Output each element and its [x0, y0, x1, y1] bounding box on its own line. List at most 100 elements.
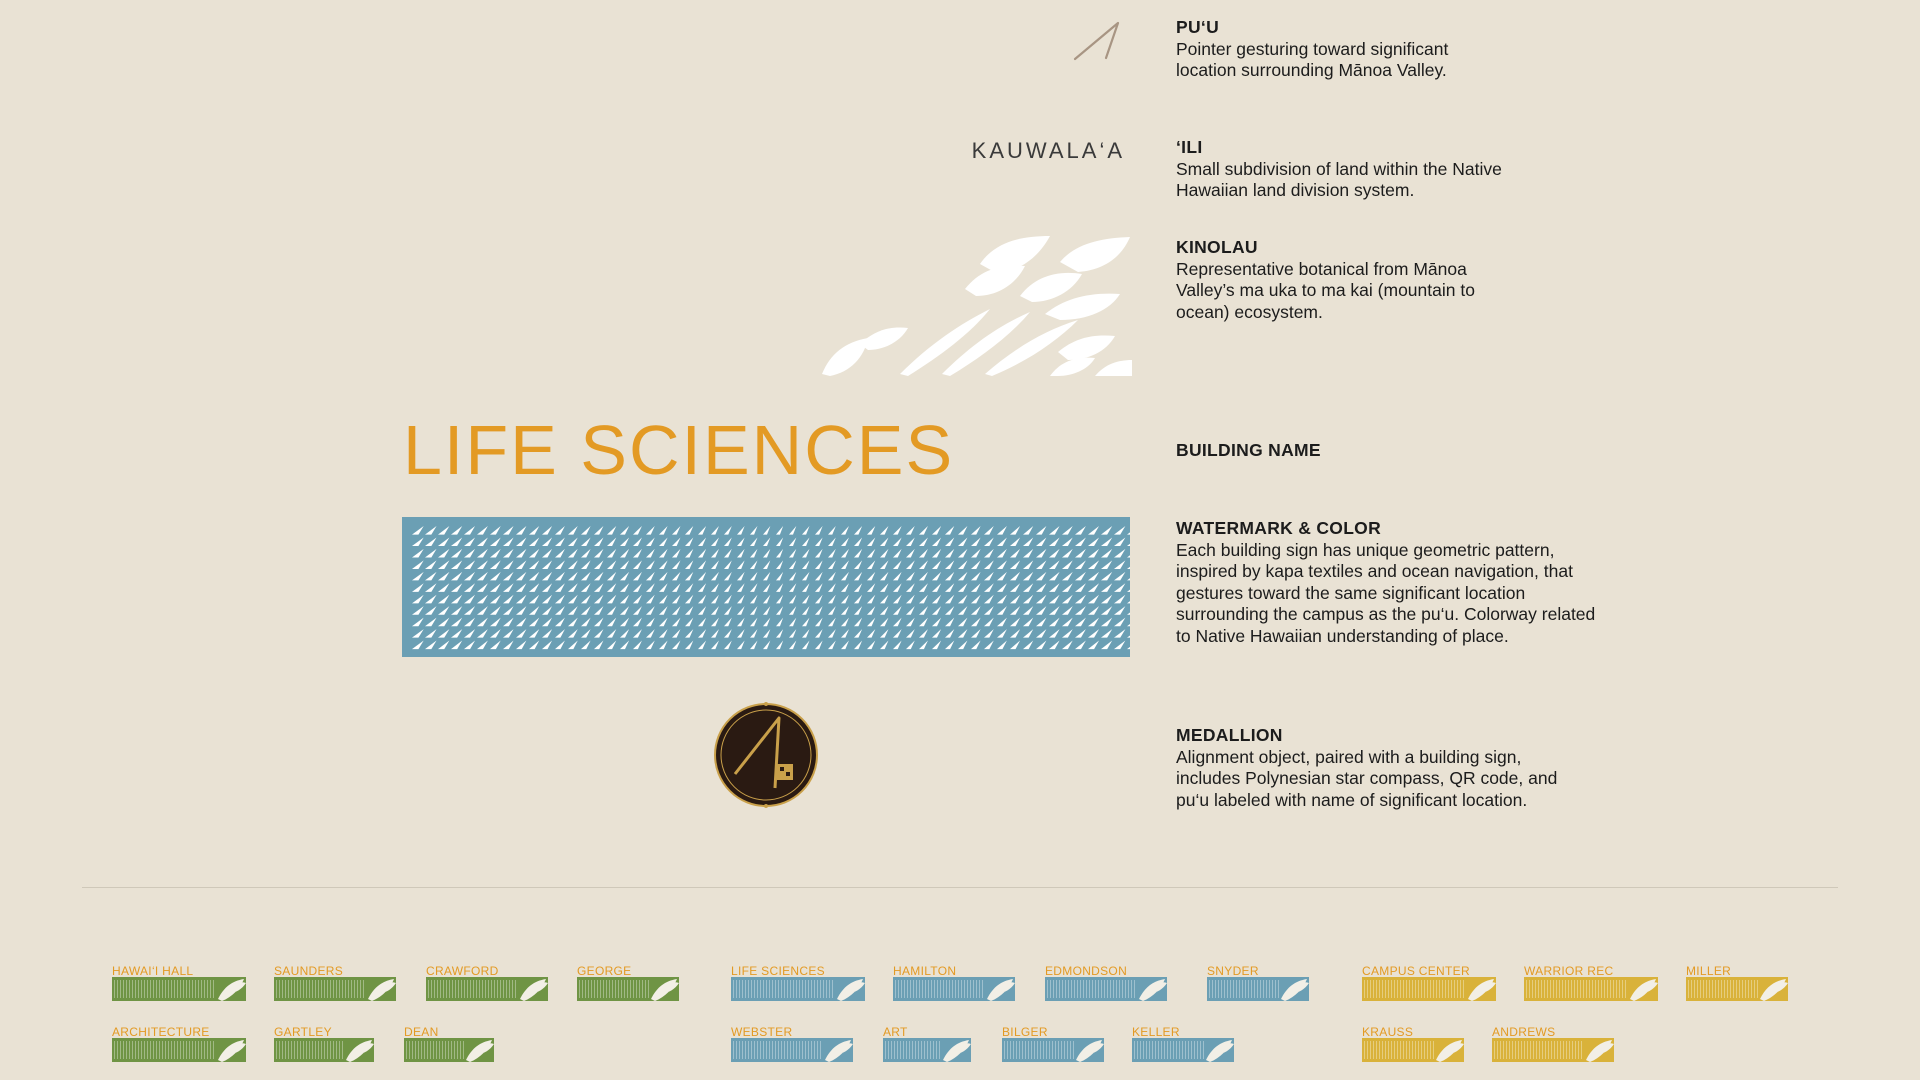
- thumbnail-label: EDMONDSON: [1045, 964, 1128, 978]
- thumbnail-label: DEAN: [404, 1025, 439, 1039]
- thumbnail-leaf-icon: [825, 1040, 853, 1062]
- thumbnail-sign: [731, 977, 865, 1001]
- building-sign-thumbnail[interactable]: SAUNDERS: [274, 964, 396, 1005]
- ili-title: ‘ILI: [1176, 137, 1203, 157]
- building-sign-thumbnail[interactable]: KRAUSS: [1362, 1025, 1464, 1066]
- thumbnail-label: SNYDER: [1207, 964, 1259, 978]
- thumbnail-leaf-icon: [368, 979, 396, 1001]
- building-sign-thumbnail[interactable]: LIFE SCIENCES: [731, 964, 865, 1005]
- building-sign-thumbnail[interactable]: MILLER: [1686, 964, 1788, 1005]
- thumbnail-label: WARRIOR REC: [1524, 964, 1614, 978]
- thumbnail-sign: [274, 977, 396, 1001]
- thumbnail-sign: [112, 977, 246, 1001]
- ili-description: Small subdivision of land within the Nat…: [1176, 158, 1502, 201]
- building-name-title: BUILDING NAME: [1176, 440, 1321, 460]
- thumbnail-label: LIFE SCIENCES: [731, 964, 825, 978]
- thumbnail-label: MILLER: [1686, 964, 1732, 978]
- medallion-title: MEDALLION: [1176, 725, 1283, 745]
- building-name: LIFE SCIENCES: [403, 411, 955, 489]
- ili-note: ‘ILI Small subdivision of land within th…: [1176, 137, 1616, 202]
- thumbnail-label: ART: [883, 1025, 908, 1039]
- thumbnail-leaf-icon: [1630, 979, 1658, 1001]
- thumbnail-leaf-icon: [1281, 979, 1309, 1001]
- building-sign-thumbnail[interactable]: GARTLEY: [274, 1025, 374, 1066]
- thumbnail-leaf-icon: [218, 1040, 246, 1062]
- thumbnail-leaf-icon: [520, 979, 548, 1001]
- thumbnail-label: HAWAI‘I HALL: [112, 964, 194, 978]
- puu-description: Pointer gesturing toward significant loc…: [1176, 38, 1449, 81]
- thumbnail-label: GARTLEY: [274, 1025, 332, 1039]
- kinolau-title: KINOLAU: [1176, 237, 1258, 257]
- building-sign-thumbnail[interactable]: WARRIOR REC: [1524, 964, 1658, 1005]
- thumbnail-leaf-icon: [837, 979, 865, 1001]
- building-sign-thumbnail[interactable]: HAMILTON: [893, 964, 1015, 1005]
- building-sign-thumbnail[interactable]: EDMONDSON: [1045, 964, 1167, 1005]
- thumbnail-sign: [426, 977, 548, 1001]
- building-sign-thumbnail[interactable]: BILGER: [1002, 1025, 1104, 1066]
- thumbnail-leaf-icon: [466, 1040, 494, 1062]
- medallion-note: MEDALLION Alignment object, paired with …: [1176, 725, 1616, 811]
- thumbnail-sign: [274, 1038, 374, 1062]
- thumbnail-leaf-icon: [651, 979, 679, 1001]
- thumbnail-leaf-icon: [987, 979, 1015, 1001]
- building-sign-thumbnail[interactable]: CAMPUS CENTER: [1362, 964, 1496, 1005]
- thumbnail-sign: [883, 1038, 971, 1062]
- thumbnail-sign: [893, 977, 1015, 1001]
- thumbnail-sign: [1686, 977, 1788, 1001]
- puu-note: PU‘U Pointer gesturing toward significan…: [1176, 17, 1616, 82]
- kinolau-description: Representative botanical from Mānoa Vall…: [1176, 258, 1475, 322]
- thumbnail-label: BILGER: [1002, 1025, 1048, 1039]
- thumbnail-leaf-icon: [218, 979, 246, 1001]
- thumbnail-sign: [112, 1038, 246, 1062]
- thumbnail-sign: [1207, 977, 1309, 1001]
- watermark-title: WATERMARK & COLOR: [1176, 518, 1382, 538]
- building-sign-thumbnail[interactable]: WEBSTER: [731, 1025, 853, 1066]
- thumbnail-sign: [731, 1038, 853, 1062]
- thumbnail-label: KRAUSS: [1362, 1025, 1414, 1039]
- watermark-note: WATERMARK & COLOR Each building sign has…: [1176, 518, 1616, 647]
- thumbnail-label: GEORGE: [577, 964, 632, 978]
- thumbnail-leaf-icon: [1760, 979, 1788, 1001]
- thumbnail-leaf-icon: [1586, 1040, 1614, 1062]
- thumbnail-sign: [577, 977, 679, 1001]
- medallion-icon: [714, 702, 818, 808]
- puu-title: PU‘U: [1176, 17, 1220, 37]
- thumbnail-label: HAMILTON: [893, 964, 957, 978]
- building-sign-thumbnail[interactable]: DEAN: [404, 1025, 494, 1066]
- thumbnail-label: KELLER: [1132, 1025, 1180, 1039]
- thumbnail-sign: [1362, 977, 1496, 1001]
- building-sign-thumbnail[interactable]: ARCHITECTURE: [112, 1025, 246, 1066]
- thumbnail-sign: [1524, 977, 1658, 1001]
- thumbnail-leaf-icon: [943, 1040, 971, 1062]
- kinolau-leaves-icon: [822, 236, 1132, 376]
- thumbnail-label: CRAWFORD: [426, 964, 499, 978]
- thumbnail-leaf-icon: [346, 1040, 374, 1062]
- watermark-panel: [402, 517, 1130, 657]
- thumbnail-leaf-icon: [1139, 979, 1167, 1001]
- building-sign-thumbnail[interactable]: ANDREWS: [1492, 1025, 1614, 1066]
- puu-pointer-icon: [1073, 21, 1120, 61]
- thumbnail-label: SAUNDERS: [274, 964, 344, 978]
- thumbnail-sign: [1002, 1038, 1104, 1062]
- kinolau-note: KINOLAU Representative botanical from Mā…: [1176, 237, 1616, 323]
- thumbnail-sign: [404, 1038, 494, 1062]
- ili-name: KAUWALA‘A: [971, 138, 1125, 163]
- thumbnail-leaf-icon: [1076, 1040, 1104, 1062]
- thumbnail-sign: [1045, 977, 1167, 1001]
- watermark-description: Each building sign has unique geometric …: [1176, 539, 1596, 646]
- building-sign-thumbnail[interactable]: KELLER: [1132, 1025, 1234, 1066]
- building-sign-thumbnail[interactable]: SNYDER: [1207, 964, 1309, 1005]
- thumbnail-sign: [1132, 1038, 1234, 1062]
- thumbnail-label: ARCHITECTURE: [112, 1025, 210, 1039]
- building-sign-thumbnail[interactable]: GEORGE: [577, 964, 679, 1005]
- thumbnail-sign: [1362, 1038, 1464, 1062]
- building-sign-thumbnail[interactable]: ART: [883, 1025, 971, 1066]
- thumbnail-label: WEBSTER: [731, 1025, 793, 1039]
- building-sign-thumbnail[interactable]: CRAWFORD: [426, 964, 548, 1005]
- building-sign-thumbnail[interactable]: HAWAI‘I HALL: [112, 964, 246, 1005]
- watermark-pattern: [412, 526, 1130, 650]
- section-divider: [82, 887, 1838, 888]
- thumbnail-leaf-icon: [1206, 1040, 1234, 1062]
- thumbnail-leaf-icon: [1436, 1040, 1464, 1062]
- building-name-note: BUILDING NAME: [1176, 440, 1616, 462]
